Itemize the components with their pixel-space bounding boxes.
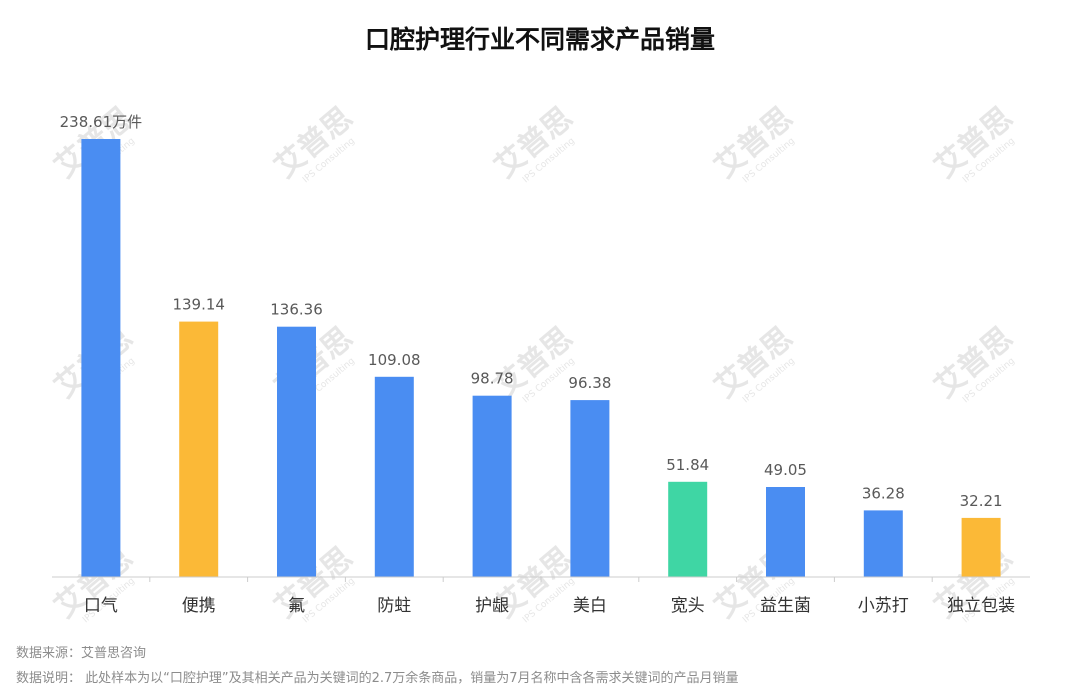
data-label: 98.78: [471, 370, 514, 388]
category-label: 便携: [182, 596, 216, 616]
data-label: 32.21: [960, 492, 1003, 510]
category-label: 美白: [573, 596, 607, 616]
category-label: 宽头: [671, 596, 705, 616]
data-label: 238.61万件: [60, 113, 143, 131]
data-label: 51.84: [666, 456, 709, 474]
data-label: 96.38: [568, 374, 611, 392]
bar-7: [766, 487, 805, 577]
bar-4: [472, 395, 512, 577]
bar-6: [668, 481, 708, 577]
bar-8: [863, 510, 903, 577]
bar-3: [374, 376, 414, 577]
explanation-note: 数据说明： 此处样本为以“口腔护理”及其相关产品为关键词的2.7万余条商品，销量…: [16, 671, 739, 686]
category-label: 防蛀: [377, 596, 411, 616]
bars-group: [81, 139, 1001, 577]
bar-9: [961, 517, 1001, 577]
data-labels-group: 238.61万件 139.14 136.36 109.08 98.78 96.38 51.8…: [60, 113, 1003, 510]
category-label: 小苏打: [858, 596, 909, 616]
data-label: 139.14: [172, 296, 225, 314]
bar-2: [277, 326, 316, 577]
category-label: 口气: [84, 596, 118, 616]
category-label: 益生菌: [760, 596, 811, 616]
bar-0: [81, 139, 121, 577]
chart-title: 口腔护理行业不同需求产品销量: [364, 25, 715, 54]
x-axis-ticks: 口气 便携 氟 防蛀 护龈 美白 宽头 益生菌 小苏打 独立包装: [84, 577, 1015, 616]
category-label: 护龈: [475, 596, 509, 616]
data-label: 36.28: [862, 484, 905, 502]
bar-1: [179, 321, 219, 577]
category-label: 氟: [288, 596, 305, 616]
source-note: 数据来源：艾普思咨询: [16, 646, 147, 661]
data-label: 136.36: [270, 301, 323, 319]
category-label: 独立包装: [947, 596, 1015, 616]
data-label: 49.05: [764, 461, 807, 479]
data-label: 109.08: [368, 351, 421, 369]
bar-5: [570, 400, 610, 577]
